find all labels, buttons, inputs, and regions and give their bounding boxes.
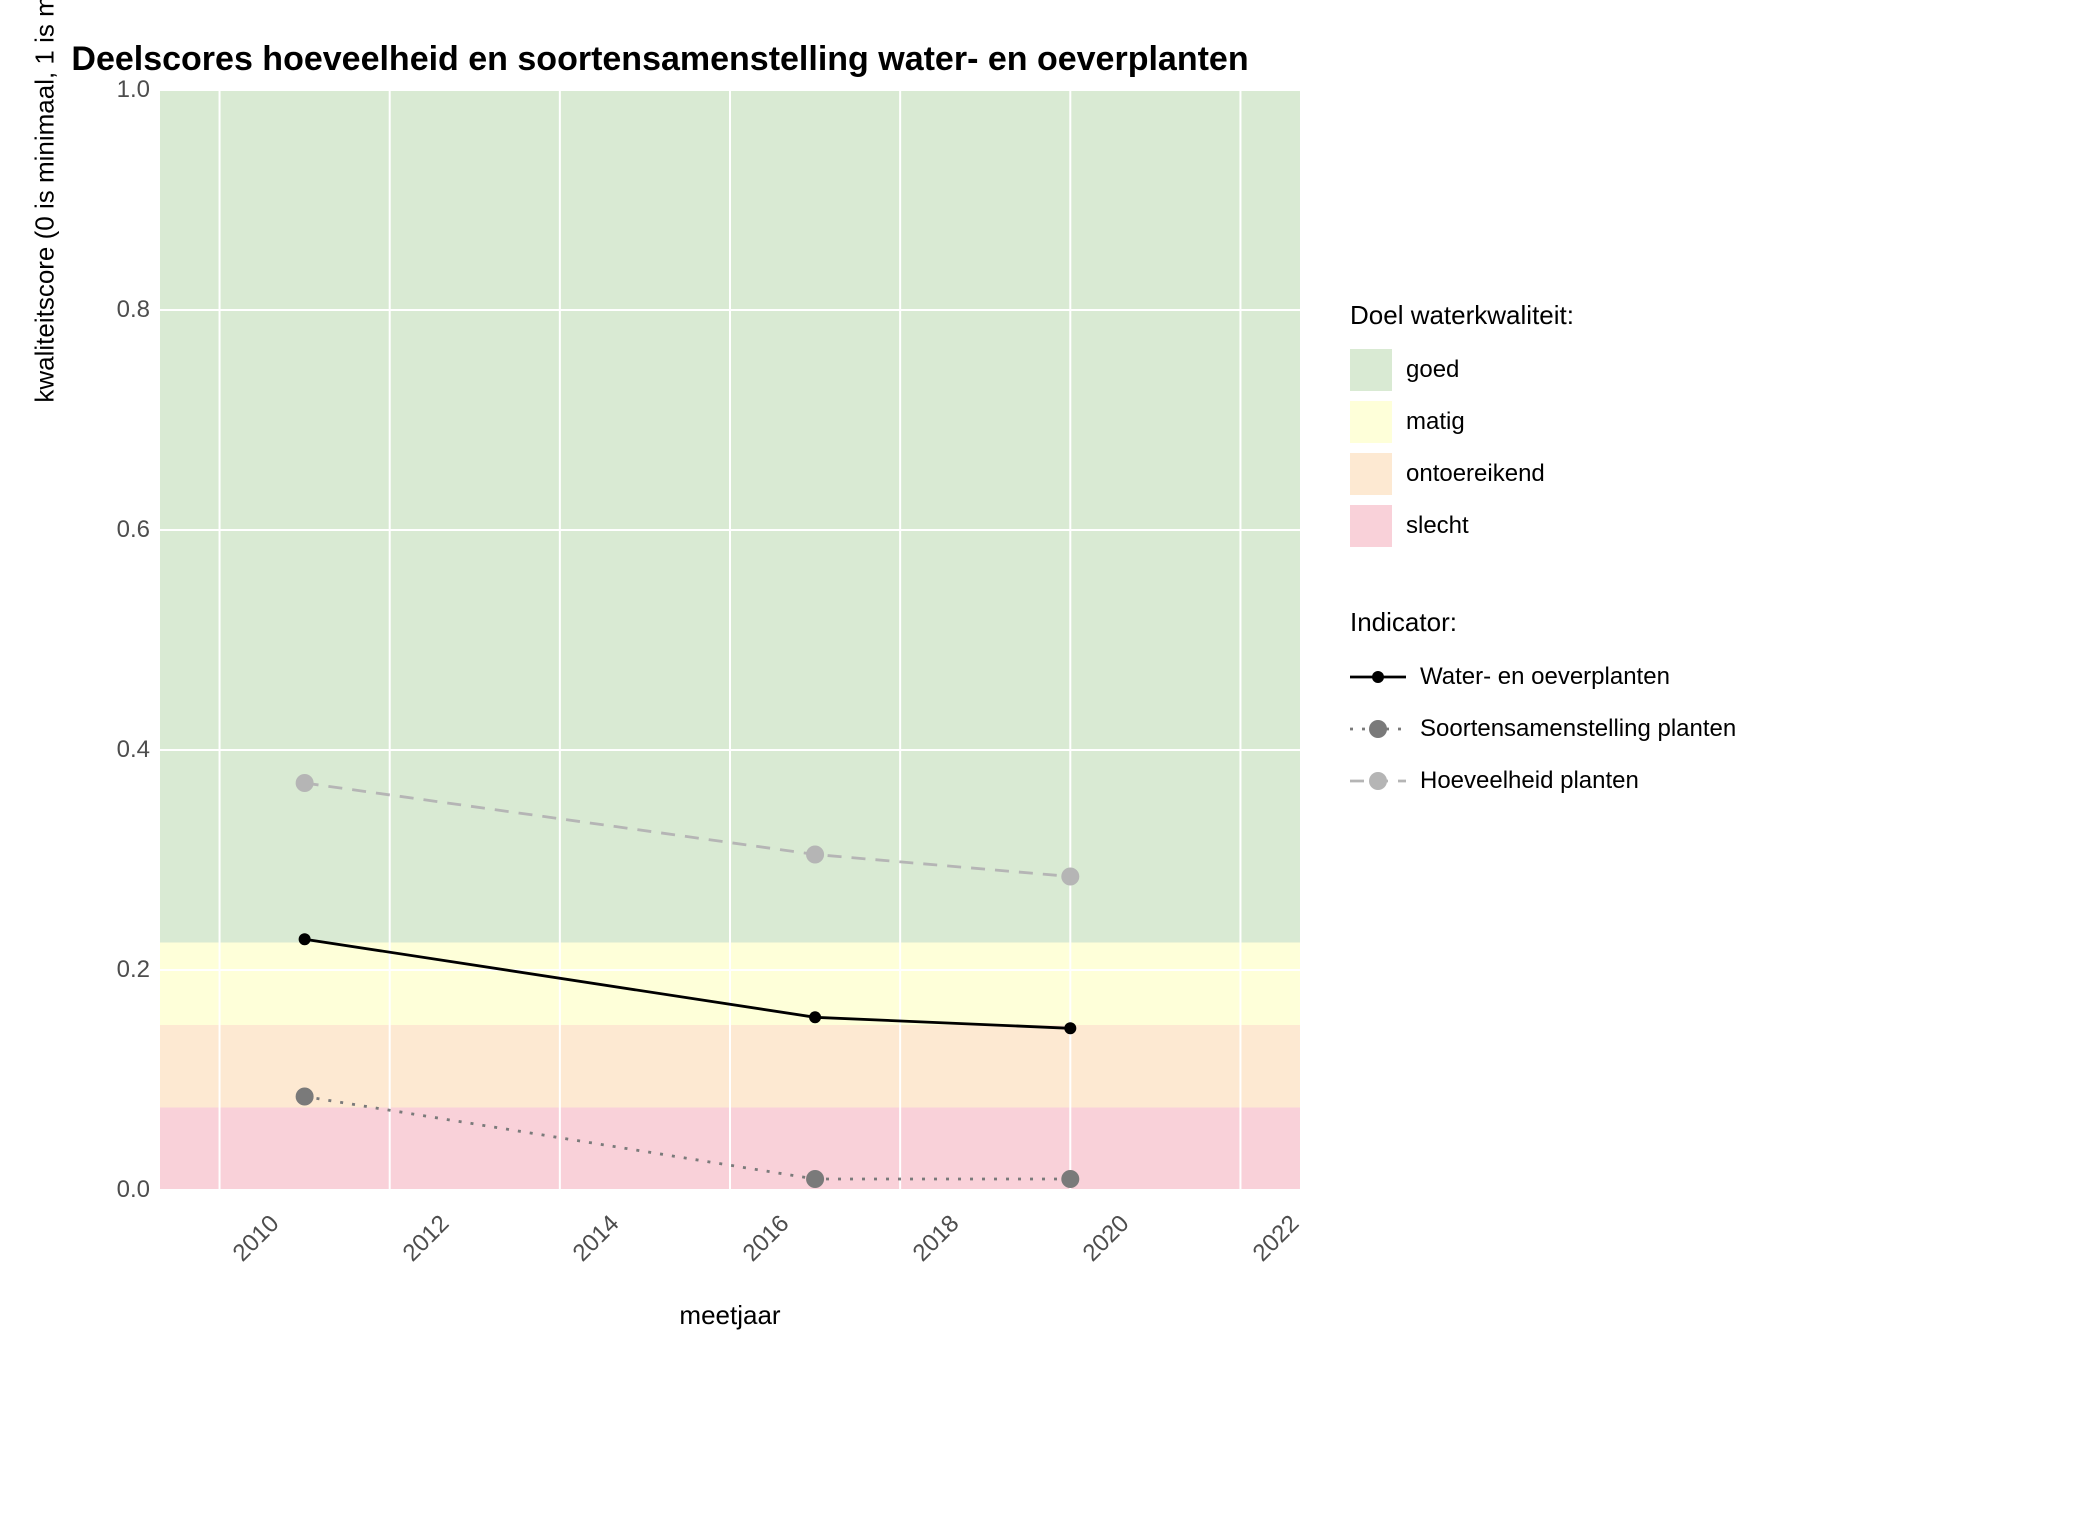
series-marker [1064,1022,1076,1034]
legend-band-item: matig [1350,401,1870,443]
legend-bands-title: Doel waterkwaliteit: [1350,300,1870,331]
y-tick-label: 0.6 [117,516,150,544]
legend-series-item: Hoeveelheid planten [1350,760,1870,802]
legend-label: Hoeveelheid planten [1420,767,1639,795]
legend-series-title: Indicator: [1350,607,1870,638]
series-marker [1061,1170,1079,1188]
legend-band-item: goed [1350,349,1870,391]
x-axis-title: meetjaar [160,1300,1300,1331]
y-tick-label: 0.4 [117,736,150,764]
legend-gap [1350,557,1870,607]
legend-label: goed [1406,356,1459,384]
x-tick-label: 2012 [397,1210,455,1268]
y-axis: 0.00.20.40.60.81.0 [110,90,160,1190]
legend-line-swatch [1350,714,1406,744]
x-tick-label: 2020 [1078,1210,1136,1268]
x-tick-label: 2018 [908,1210,966,1268]
x-tick-label: 2016 [738,1210,796,1268]
chart-title: Deelscores hoeveelheid en soortensamenst… [20,40,1300,79]
legend-series-item: Soortensamenstelling planten [1350,708,1870,750]
legend-band-item: slecht [1350,505,1870,547]
x-axis: 2010201220142016201820202022 [160,1190,1300,1290]
series-marker [806,1170,824,1188]
legend-label: slecht [1406,512,1469,540]
series-marker [809,1011,821,1023]
y-tick-label: 0.0 [117,1176,150,1204]
series-marker [806,846,824,864]
y-tick-label: 0.8 [117,296,150,324]
chart-svg [160,90,1300,1190]
legend-swatch [1350,453,1392,495]
x-tick-label: 2014 [567,1210,625,1268]
series-marker [1061,868,1079,886]
legend-line-swatch [1350,662,1406,692]
legend-swatch [1350,401,1392,443]
series-marker [299,933,311,945]
series-marker [296,774,314,792]
legend-label: Soortensamenstelling planten [1420,715,1736,743]
legend-band-item: ontoereikend [1350,453,1870,495]
y-axis-title: kwaliteitscore (0 is minimaal, 1 is maxi… [30,0,61,403]
legend-swatch [1350,349,1392,391]
legend-label: Water- en oeverplanten [1420,663,1670,691]
legend-series-item: Water- en oeverplanten [1350,656,1870,698]
legend-label: ontoereikend [1406,460,1545,488]
x-tick-label: 2022 [1248,1210,1306,1268]
x-tick-label: 2010 [227,1210,285,1268]
legend-line-swatch [1350,766,1406,796]
series-marker [296,1088,314,1106]
y-tick-label: 1.0 [117,76,150,104]
chart-container: Deelscores hoeveelheid en soortensamenst… [20,20,2100,1520]
legend-label: matig [1406,408,1465,436]
plot-area [160,90,1300,1190]
legend-swatch [1350,505,1392,547]
legend: Doel waterkwaliteit: goed matig ontoereiken… [1350,300,1870,812]
y-tick-label: 0.2 [117,956,150,984]
